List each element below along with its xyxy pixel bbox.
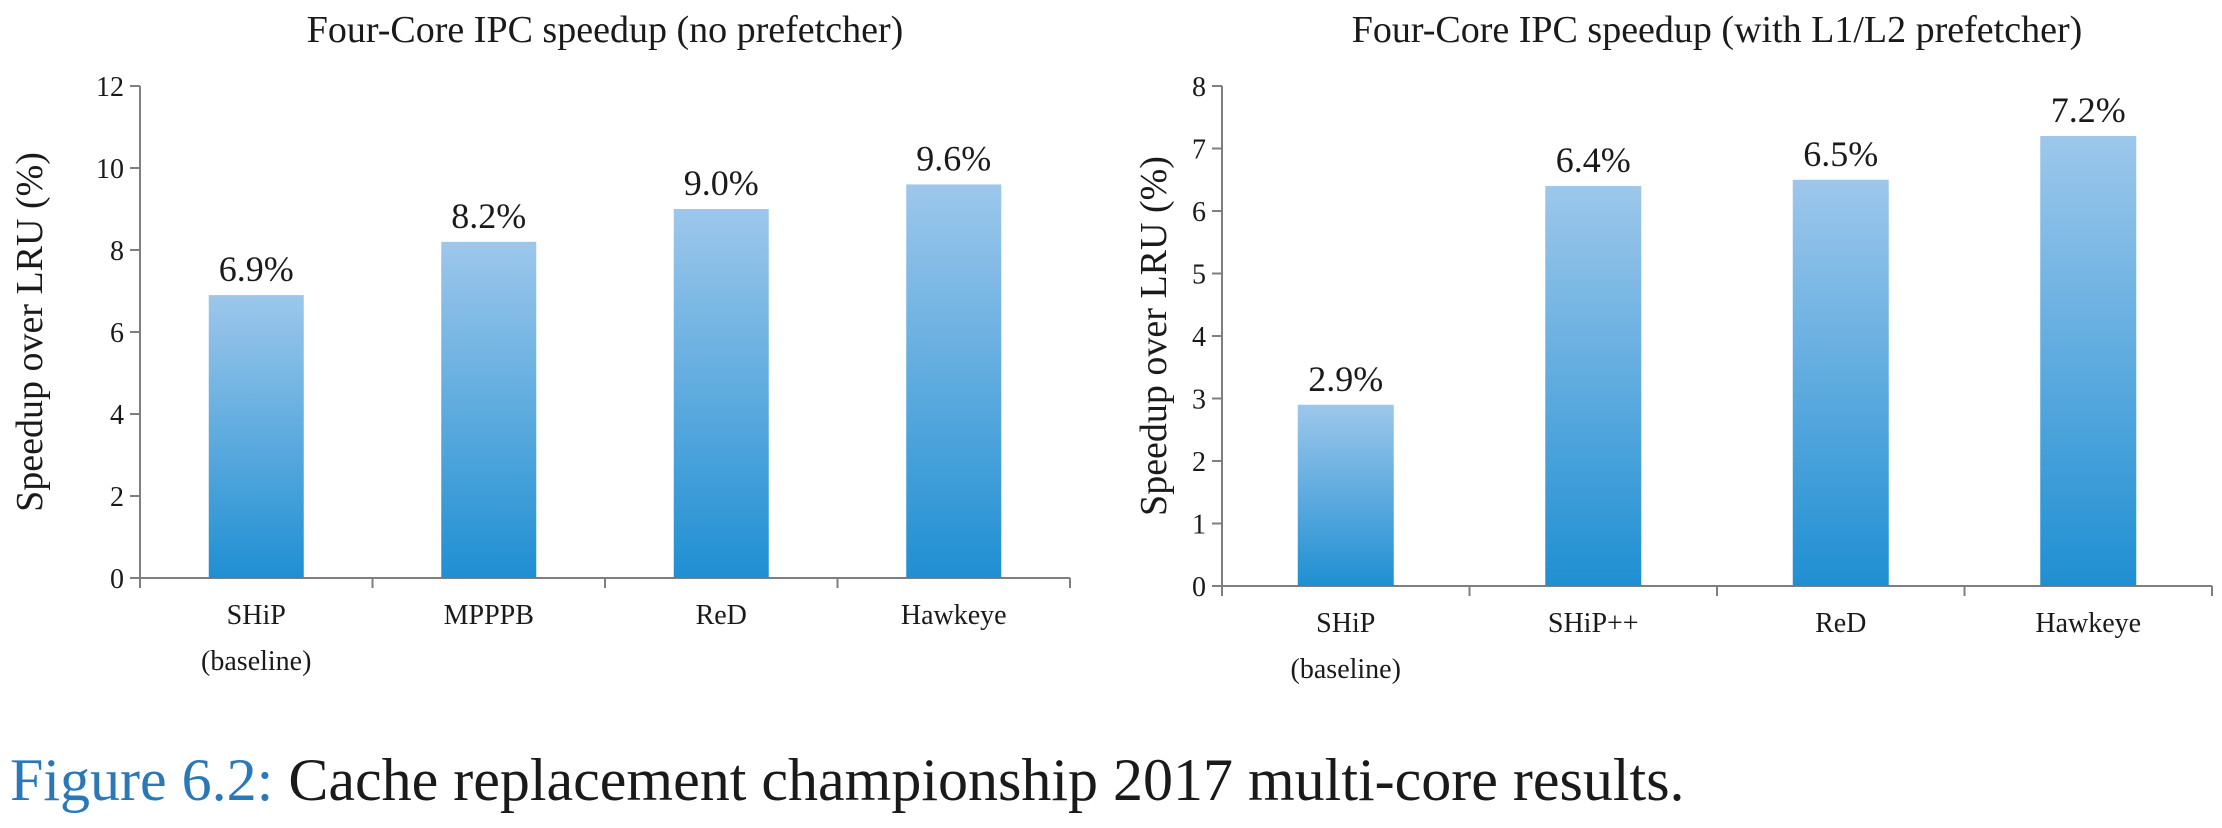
y-tick-label: 4 [110,400,124,431]
data-label: 9.0% [684,163,759,203]
bar [1792,179,1889,586]
bar [906,184,1002,578]
y-tick-label: 7 [1192,135,1206,166]
y-tick-label: 10 [96,154,124,185]
caption-label: Figure 6.2: [10,747,274,813]
bar [208,295,304,578]
caption-text: Cache replacement championship 2017 mult… [273,747,1685,813]
y-tick-label: 4 [1192,322,1206,353]
chart-title: Four-Core IPC speedup (with L1/L2 prefet… [1352,9,2083,51]
bar [1545,186,1642,586]
data-label: 6.5% [1803,134,1878,174]
y-tick-label: 6 [110,318,124,349]
y-tick-label: 12 [96,72,124,103]
y-tick-label: 8 [110,236,124,267]
y-axis-label: Speedup over LRU (%) [9,152,51,512]
data-label: 6.9% [219,249,294,289]
y-axis-label: Speedup over LRU (%) [1133,156,1175,516]
chart-no-prefetcher: Four-Core IPC speedup (no prefetcher) Spe… [9,9,1071,677]
x-tick-label: MPPPB [444,600,534,631]
y-tick-label: 2 [1192,447,1206,478]
data-label: 9.6% [916,138,991,178]
y-tick-label: 6 [1192,197,1206,228]
x-tick-label: (baseline) [201,646,311,677]
x-tick-label: ReD [696,600,747,631]
x-tick-label: ReD [1815,608,1866,639]
figure-caption: Figure 6.2: Cache replacement championsh… [10,746,1685,815]
data-label: 6.4% [1556,140,1631,180]
x-tick-label: Hawkeye [901,600,1007,631]
data-label: 2.9% [1308,359,1383,399]
x-tick-label: SHiP [1316,608,1375,639]
chart-title: Four-Core IPC speedup (no prefetcher) [307,9,904,51]
bar [673,209,769,578]
x-tick-label: SHiP++ [1548,608,1639,639]
data-label: 8.2% [451,196,526,236]
x-tick-label: (baseline) [1291,654,1401,685]
y-tick-label: 3 [1192,385,1206,416]
data-label: 7.2% [2051,90,2126,130]
bar [2040,136,2137,586]
y-tick-label: 0 [1192,572,1206,603]
y-tick-label: 2 [110,482,124,513]
chart-with-prefetcher: Four-Core IPC speedup (with L1/L2 prefet… [1133,9,2213,685]
y-tick-label: 0 [110,564,124,595]
bar [1297,404,1394,586]
y-tick-label: 5 [1192,260,1206,291]
x-tick-label: Hawkeye [2035,608,2141,639]
y-tick-label: 1 [1192,510,1206,541]
x-tick-label: SHiP [227,600,286,631]
bar [441,241,537,579]
y-tick-label: 8 [1192,72,1206,103]
